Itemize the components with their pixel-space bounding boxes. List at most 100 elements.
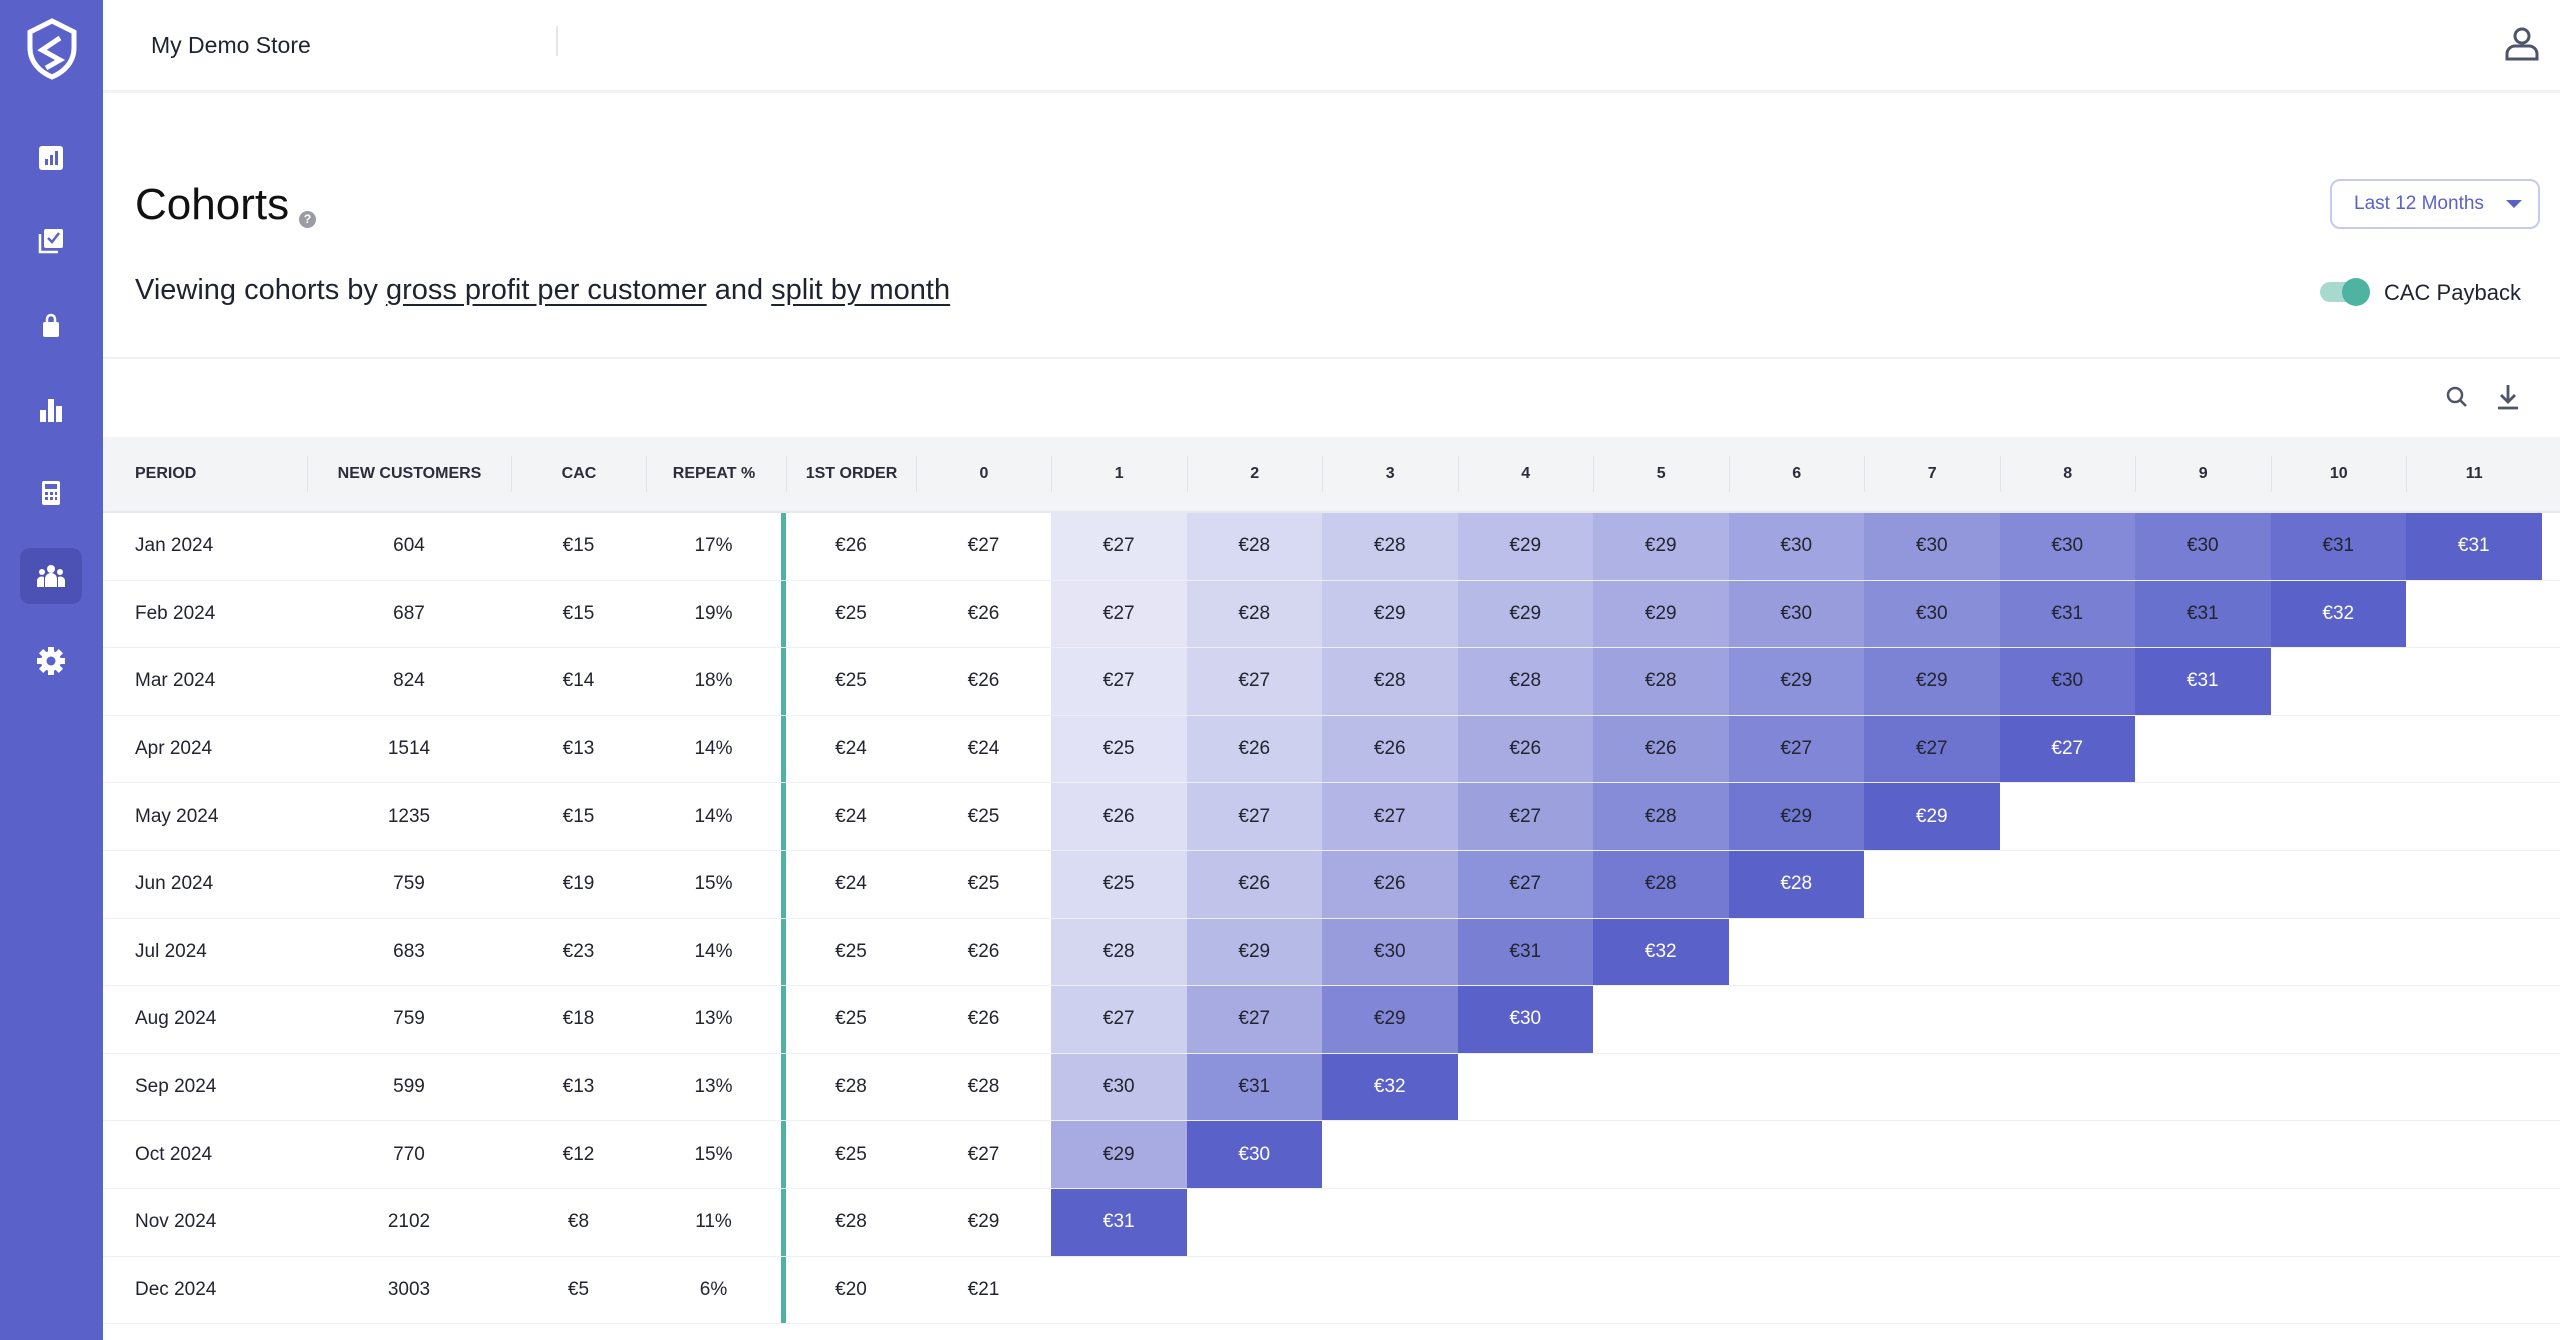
cell-month-4: €30 — [1457, 986, 1593, 1053]
cell-new: 2102 — [387, 1211, 431, 1233]
cell-new: 599 — [393, 1076, 425, 1098]
cell-cac: €14 — [562, 670, 595, 692]
cell-first-order: €28 — [835, 1211, 867, 1233]
cell-first-order: €25 — [835, 670, 867, 692]
cell-month-3: €30 — [1322, 918, 1458, 986]
column-header-10[interactable]: 10 — [2270, 456, 2407, 492]
subtitle-mid: and — [706, 274, 772, 306]
cell-month-2: €27 — [1186, 986, 1322, 1053]
cell-cac: €5 — [567, 1278, 590, 1300]
cell-cac: €15 — [562, 805, 595, 827]
cell-month-1: €28 — [1051, 918, 1187, 986]
cell-month-5: €28 — [1593, 850, 1729, 918]
cell-period: Jan 2024 — [135, 535, 214, 557]
cac-payback-toggle[interactable]: CAC Payback — [2320, 278, 2521, 306]
column-header-0[interactable]: 0 — [916, 456, 1051, 492]
cell-new: 1514 — [387, 738, 431, 760]
column-header-2[interactable]: 2 — [1186, 456, 1323, 492]
cell-month-1: €27 — [1051, 580, 1187, 648]
column-header-3[interactable]: 3 — [1322, 456, 1458, 492]
cell-month-8: €30 — [1999, 648, 2135, 715]
table-row: May 2024 1235 €15 14% €24 €25 €26 €27 €27 €27 €28 €… — [103, 783, 2560, 851]
cell-first-order: €25 — [835, 940, 867, 962]
column-header-9[interactable]: 9 — [2135, 456, 2271, 492]
column-header-1st-order[interactable]: 1ST ORDER — [786, 456, 916, 492]
header-divider — [556, 26, 558, 56]
logo-shield-icon[interactable] — [24, 18, 80, 80]
cell-month-7: €29 — [1864, 648, 2000, 715]
cell-month-4: €28 — [1457, 648, 1593, 715]
column-header-period[interactable]: PERIOD — [135, 465, 197, 482]
column-header-5[interactable]: 5 — [1593, 456, 1729, 492]
table-header-row: PERIOD NEW CUSTOMERS CAC REPEAT % 1ST ORDER 0… — [103, 437, 2560, 513]
cac-payback-marker — [781, 850, 786, 918]
cell-period: Sep 2024 — [135, 1076, 217, 1098]
column-header-cac[interactable]: CAC — [511, 456, 646, 492]
nav-settings-gear-icon[interactable] — [20, 633, 82, 689]
cell-month-3: €29 — [1322, 986, 1458, 1053]
nav-cohorts-icon[interactable] — [20, 548, 82, 604]
cell-cac: €13 — [562, 738, 595, 760]
nav-shopping-bag-icon[interactable] — [20, 298, 82, 354]
column-header-new-customers[interactable]: NEW CUSTOMERS — [307, 456, 511, 492]
search-icon[interactable] — [2446, 386, 2468, 413]
cell-cac: €19 — [562, 873, 595, 895]
section-divider — [103, 357, 2560, 359]
cell-month-10: €32 — [2270, 580, 2406, 648]
cac-payback-marker — [781, 580, 786, 648]
cell-month-9: €30 — [2135, 513, 2271, 580]
cell-new: 759 — [393, 873, 425, 895]
date-range-value: Last 12 Months — [2354, 193, 2484, 214]
cell-month-3: €28 — [1322, 648, 1458, 715]
column-header-4[interactable]: 4 — [1457, 456, 1594, 492]
column-header-7[interactable]: 7 — [1864, 456, 2000, 492]
cell-month-1: €25 — [1051, 850, 1187, 918]
cell-period: Oct 2024 — [135, 1143, 213, 1165]
subtitle-prefix: Viewing cohorts by — [135, 274, 386, 306]
cell-month-1: €31 — [1051, 1188, 1187, 1256]
user-account-icon[interactable] — [2504, 26, 2540, 67]
cell-month-8: €31 — [1999, 580, 2135, 648]
help-icon[interactable]: ? — [299, 211, 317, 228]
cac-payback-marker — [781, 986, 786, 1053]
column-header-11[interactable]: 11 — [2406, 456, 2542, 492]
column-header-6[interactable]: 6 — [1728, 456, 1865, 492]
table-row: Sep 2024 599 €13 13% €28 €28 €30 €31 €32 — [103, 1053, 2560, 1122]
page-subtitle: Viewing cohorts by gross profit per cust… — [135, 274, 950, 307]
cac-payback-marker — [781, 715, 786, 783]
nav-bar-chart-icon[interactable] — [20, 382, 82, 438]
cell-repeat: 14% — [694, 940, 733, 962]
cell-month-5: €29 — [1593, 580, 1729, 648]
cac-payback-marker — [781, 1121, 786, 1188]
store-name[interactable]: My Demo Store — [151, 32, 311, 58]
column-header-repeat-[interactable]: REPEAT % — [646, 456, 781, 492]
column-header-8[interactable]: 8 — [1999, 456, 2136, 492]
cell-month-1: €26 — [1051, 783, 1187, 850]
cell-month-0: €28 — [967, 1076, 1000, 1098]
cell-month-4: €27 — [1457, 783, 1593, 850]
split-selector-link[interactable]: split by month — [771, 274, 951, 306]
nav-dashboard-icon[interactable] — [20, 130, 82, 186]
date-range-dropdown[interactable]: Last 12 Months — [2330, 179, 2540, 229]
page-title-text: Cohorts — [135, 180, 290, 229]
cell-month-0: €29 — [967, 1211, 1000, 1233]
cell-repeat: 14% — [694, 738, 733, 760]
nav-checklist-icon[interactable] — [20, 213, 82, 269]
cell-month-4: €29 — [1457, 513, 1593, 580]
cell-month-3: €26 — [1322, 715, 1458, 783]
cell-new: 824 — [393, 670, 425, 692]
download-icon[interactable] — [2496, 383, 2520, 416]
cell-month-5: €28 — [1593, 783, 1729, 850]
column-header-1[interactable]: 1 — [1051, 456, 1187, 492]
cell-month-6: €29 — [1728, 648, 1864, 715]
metric-selector-link[interactable]: gross profit per customer — [385, 274, 707, 306]
cell-cac: €23 — [562, 940, 595, 962]
cac-payback-marker — [781, 1053, 786, 1121]
cell-month-0: €26 — [967, 940, 1000, 962]
nav-calculator-icon[interactable] — [20, 465, 82, 521]
cell-month-7: €27 — [1864, 715, 2000, 783]
toggle-switch[interactable] — [2320, 278, 2370, 306]
cell-month-4: €29 — [1457, 580, 1593, 648]
cell-month-3: €26 — [1322, 850, 1458, 918]
cell-repeat: 6% — [699, 1278, 728, 1300]
